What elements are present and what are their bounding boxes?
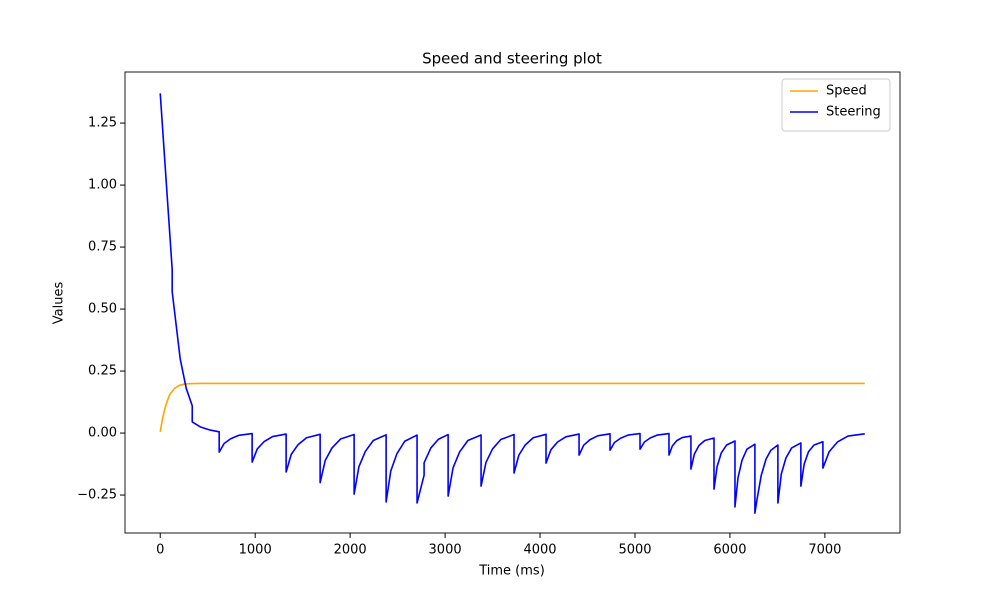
x-tick-label: 1000 xyxy=(239,543,272,558)
x-tick-label: 5000 xyxy=(618,543,651,558)
legend-label: Steering xyxy=(826,105,881,120)
x-tick-label: 6000 xyxy=(713,543,746,558)
legend: Speed Steering xyxy=(781,78,891,132)
x-tick-label: 2000 xyxy=(334,543,367,558)
chart-title: Speed and steering plot xyxy=(422,50,602,68)
series-line xyxy=(159,382,865,432)
plot-frame xyxy=(124,71,901,534)
y-tick-label: 0.25 xyxy=(88,364,117,379)
y-tick-label: 0.50 xyxy=(88,302,117,317)
series-line xyxy=(159,93,865,514)
y-axis-label: Values xyxy=(52,282,67,325)
x-tick-label: 0 xyxy=(156,543,164,558)
x-axis-label: Time (ms) xyxy=(478,564,545,579)
x-tick-label: 4000 xyxy=(523,543,556,558)
legend-box xyxy=(781,78,891,132)
y-tick-label: 1.25 xyxy=(88,116,117,131)
y-tick-label: 1.00 xyxy=(88,178,117,193)
x-tick-label: 3000 xyxy=(429,543,462,558)
y-tick-label: 0.75 xyxy=(88,240,117,255)
y-tick-label: −0.25 xyxy=(77,488,117,503)
legend-label: Speed xyxy=(826,84,867,99)
x-tick-label: 7000 xyxy=(808,543,841,558)
y-tick-label: 0.00 xyxy=(88,426,117,441)
